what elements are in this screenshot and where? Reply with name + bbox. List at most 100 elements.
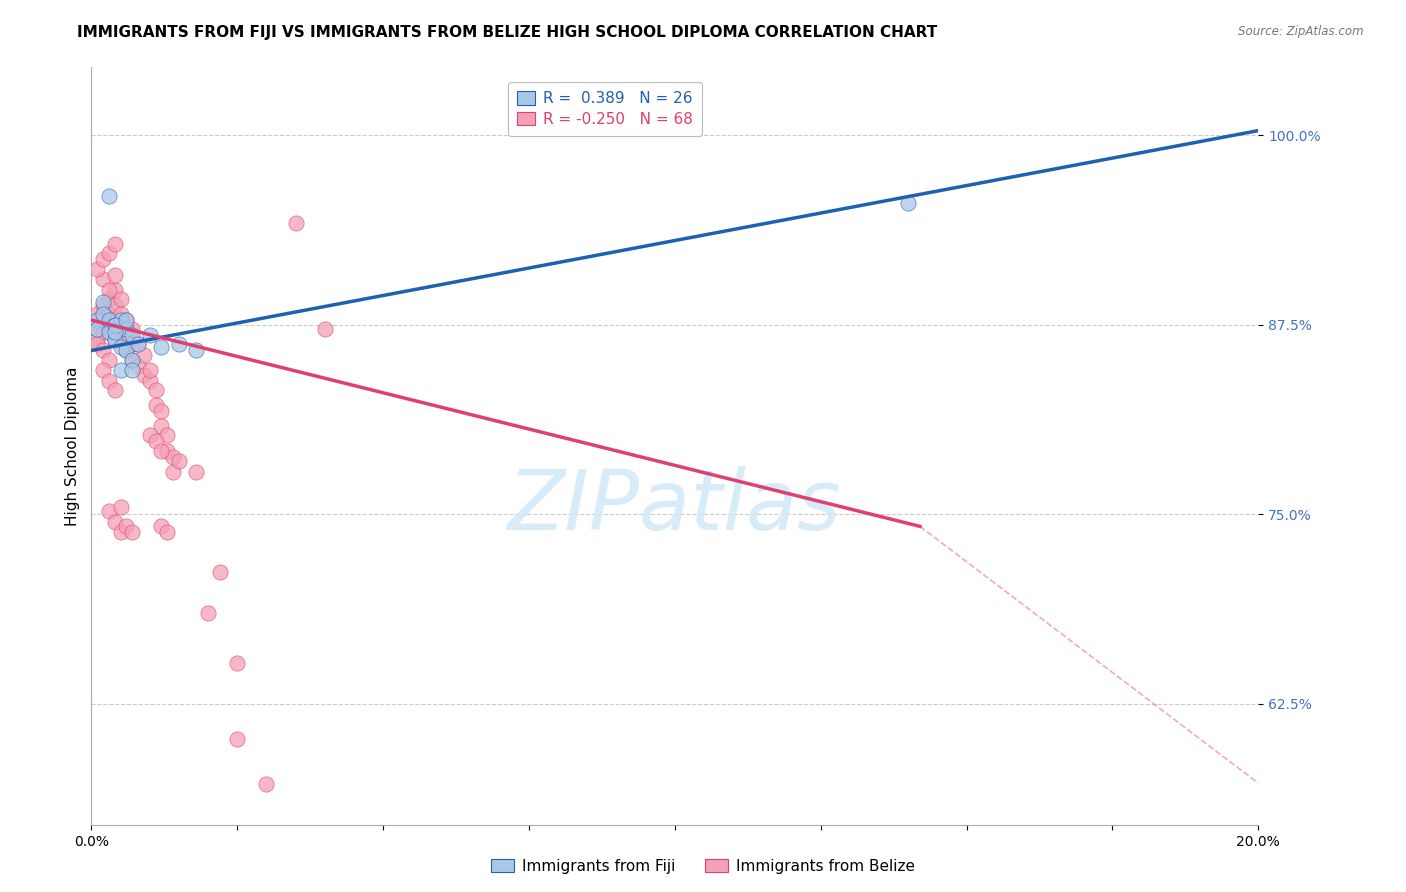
Point [86, 337, 108, 351]
Point [121, 328, 143, 343]
Point [162, 450, 184, 464]
Point [127, 359, 149, 373]
Legend: Immigrants from Fiji, Immigrants from Belize: Immigrants from Fiji, Immigrants from Be… [485, 853, 921, 880]
Point [110, 500, 132, 514]
Point [110, 341, 132, 355]
Point [104, 268, 127, 282]
Point [86, 261, 108, 276]
Point [86, 313, 108, 327]
Point [104, 318, 127, 332]
Point [156, 525, 179, 540]
Point [110, 525, 132, 540]
Point [121, 352, 143, 367]
Point [86, 322, 108, 336]
Point [97, 352, 120, 367]
Point [115, 519, 138, 533]
Point [91, 272, 114, 286]
Y-axis label: High School Diploma: High School Diploma [65, 367, 80, 525]
Point [97, 307, 120, 321]
Point [132, 348, 155, 362]
Point [156, 428, 179, 442]
Point [86, 318, 108, 332]
Point [104, 326, 127, 340]
Point [97, 283, 120, 297]
Point [110, 363, 132, 377]
Point [150, 341, 173, 355]
Point [104, 298, 127, 312]
Point [150, 419, 173, 434]
Point [145, 383, 167, 397]
Point [91, 298, 114, 312]
Point [127, 337, 149, 351]
Point [284, 216, 307, 230]
Point [91, 295, 114, 310]
Point [91, 326, 114, 340]
Point [86, 333, 108, 347]
Point [97, 326, 120, 340]
Point [150, 404, 173, 418]
Point [226, 656, 249, 670]
Point [104, 318, 127, 332]
Text: IMMIGRANTS FROM FIJI VS IMMIGRANTS FROM BELIZE HIGH SCHOOL DIPLOMA CORRELATION C: IMMIGRANTS FROM FIJI VS IMMIGRANTS FROM … [77, 25, 938, 40]
Point [97, 313, 120, 327]
Point [127, 337, 149, 351]
Point [156, 443, 179, 458]
Point [186, 465, 208, 479]
Point [121, 322, 143, 336]
Point [197, 606, 219, 620]
Point [138, 428, 162, 442]
Point [897, 196, 920, 211]
Point [121, 352, 143, 367]
Point [97, 189, 120, 203]
Text: Source: ZipAtlas.com: Source: ZipAtlas.com [1239, 25, 1364, 38]
Point [110, 292, 132, 306]
Point [104, 383, 127, 397]
Point [314, 322, 336, 336]
Point [186, 343, 208, 358]
Point [110, 313, 132, 327]
Point [110, 322, 132, 336]
Point [132, 368, 155, 382]
Point [86, 307, 108, 321]
Point [115, 343, 138, 358]
Point [97, 504, 120, 518]
Point [150, 443, 173, 458]
Point [91, 343, 114, 358]
Point [208, 565, 231, 579]
Point [97, 246, 120, 260]
Point [97, 374, 120, 388]
Point [104, 333, 127, 347]
Point [138, 363, 162, 377]
Point [138, 328, 162, 343]
Point [115, 313, 138, 327]
Point [167, 454, 190, 468]
Point [91, 363, 114, 377]
Point [121, 363, 143, 377]
Point [121, 337, 143, 351]
Legend: R =  0.389   N = 26, R = -0.250   N = 68: R = 0.389 N = 26, R = -0.250 N = 68 [508, 82, 702, 136]
Point [138, 374, 162, 388]
Point [91, 252, 114, 267]
Point [145, 434, 167, 449]
Point [254, 777, 277, 791]
Point [104, 237, 127, 252]
Point [115, 313, 138, 327]
Text: ZIPatlas: ZIPatlas [508, 467, 842, 547]
Point [226, 731, 249, 746]
Point [115, 328, 138, 343]
Point [162, 465, 184, 479]
Point [167, 337, 190, 351]
Point [97, 322, 120, 336]
Point [121, 525, 143, 540]
Point [91, 307, 114, 321]
Point [145, 398, 167, 412]
Point [91, 313, 114, 327]
Point [110, 307, 132, 321]
Point [104, 333, 127, 347]
Point [115, 322, 138, 336]
Point [97, 292, 120, 306]
Point [104, 283, 127, 297]
Point [104, 515, 127, 529]
Point [150, 519, 173, 533]
Point [115, 343, 138, 358]
